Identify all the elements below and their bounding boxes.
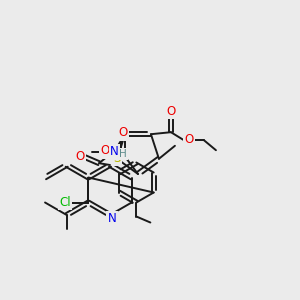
Text: N: N xyxy=(108,212,116,226)
Text: O: O xyxy=(166,105,176,118)
Text: O: O xyxy=(184,133,194,146)
Text: O: O xyxy=(118,127,127,140)
Text: N: N xyxy=(110,145,118,158)
Text: O: O xyxy=(75,150,85,163)
Text: O: O xyxy=(100,145,109,158)
Text: Cl: Cl xyxy=(59,196,71,209)
Text: S: S xyxy=(113,152,121,165)
Text: H: H xyxy=(119,149,127,159)
